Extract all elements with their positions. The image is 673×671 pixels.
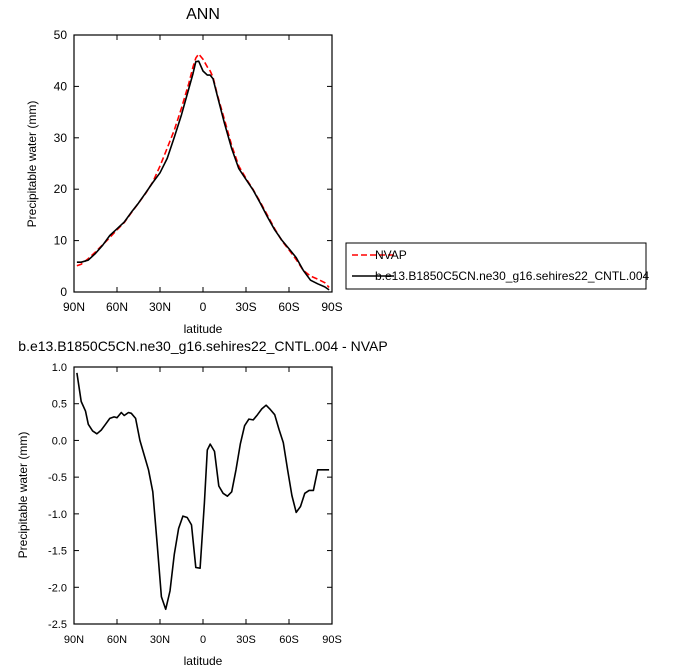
x-tick-label: 30N xyxy=(150,634,170,646)
top-panel: ANN 90N 60N 30N 0 30S 60S 90S 0 10 20 30 40 50 Preci… xyxy=(25,6,343,336)
x-tick-label: 90S xyxy=(321,300,342,314)
x-tick-label: 90S xyxy=(322,634,342,646)
y-tick-label: 40 xyxy=(54,79,68,93)
y-tick-label: -1.5 xyxy=(48,546,67,558)
x-tick-label: 60S xyxy=(279,634,299,646)
legend-box xyxy=(345,242,647,290)
bottom-y-axis-label: Precipitable water (mm) xyxy=(16,432,30,559)
bottom-x-axis-label: latitude xyxy=(184,654,223,668)
legend-label-nvap: NVAP xyxy=(375,248,407,262)
legend-label-model: b.e13.B1850C5CN.ne30_g16.sehires22_CNTL.… xyxy=(375,269,650,283)
y-tick-label: -2.0 xyxy=(48,582,67,594)
y-tick-label: -1.0 xyxy=(48,509,67,521)
series-line-0 xyxy=(76,372,330,611)
bottom-chart-title: b.e13.B1850C5CN.ne30_g16.sehires22_CNTL.… xyxy=(18,338,387,354)
y-tick-label: 0.0 xyxy=(52,435,67,447)
x-tick-label: 0 xyxy=(200,300,207,314)
bottom-plot-area: 90N 60N 30N 0 30S 60S 90S 1.0 0.5 0.0 -0.5 -1.0 -1.5… xyxy=(48,362,342,646)
series-line-b-e13-b1850c5cn-ne30-g16-sehires22-cntl-004 xyxy=(76,60,330,291)
top-plot-area: 90N 60N 30N 0 30S 60S 90S 0 10 20 30 40 50 xyxy=(54,28,343,314)
legend: NVAP b.e13.B1850C5CN.ne30_g16.sehires22_… xyxy=(345,242,650,290)
y-tick-label: 50 xyxy=(54,28,68,42)
bottom-panel: b.e13.B1850C5CN.ne30_g16.sehires22_CNTL.… xyxy=(16,338,388,668)
y-tick-label: 30 xyxy=(54,131,68,145)
x-tick-label: 30S xyxy=(236,634,256,646)
x-tick-label: 90N xyxy=(63,300,85,314)
y-tick-label: -2.5 xyxy=(48,619,67,631)
y-tick-label: 1.0 xyxy=(52,362,67,374)
x-tick-label: 60N xyxy=(106,300,128,314)
x-tick-label: 90N xyxy=(64,634,84,646)
x-tick-label: 0 xyxy=(200,634,206,646)
y-tick-label: 10 xyxy=(54,234,68,248)
x-tick-label: 30N xyxy=(149,300,171,314)
y-tick-label: 0.5 xyxy=(52,399,67,411)
y-tick-label: -0.5 xyxy=(48,472,67,484)
top-y-axis-label: Precipitable water (mm) xyxy=(25,101,39,228)
plot-frame xyxy=(73,366,333,625)
y-tick-label: 0 xyxy=(60,285,67,299)
top-chart-title: ANN xyxy=(186,6,220,23)
y-tick-label: 20 xyxy=(54,182,68,196)
x-tick-label: 60S xyxy=(278,300,299,314)
top-x-axis-label: latitude xyxy=(184,322,223,336)
x-tick-label: 60N xyxy=(107,634,127,646)
x-tick-label: 30S xyxy=(235,300,256,314)
